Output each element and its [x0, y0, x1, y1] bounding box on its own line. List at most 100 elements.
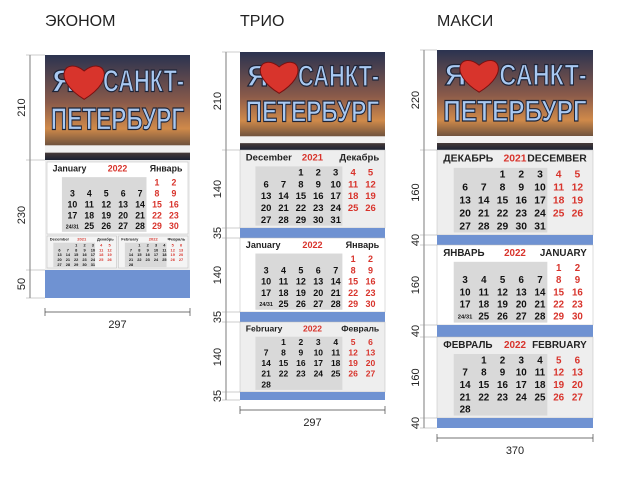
day-number: 29: [152, 221, 162, 231]
day-number: 1: [138, 242, 141, 247]
day-number: 25: [478, 312, 489, 323]
day-number: 19: [171, 252, 176, 257]
month-name-right: Декабрь: [339, 152, 379, 163]
day-number: 16: [572, 287, 583, 298]
day-number: 26: [296, 299, 306, 309]
day-number: 6: [316, 265, 321, 275]
day-number: 19: [572, 196, 584, 207]
banner-strip: [240, 136, 385, 144]
day-number: 30: [313, 215, 324, 226]
day-number: 9: [316, 179, 321, 190]
day-number: 18: [84, 210, 94, 220]
day-number: 10: [516, 368, 527, 379]
day-number: 2: [518, 170, 524, 181]
day-number: 1: [155, 177, 160, 187]
day-number: 9: [500, 368, 506, 379]
day-number: 29: [348, 299, 358, 309]
day-number: 28: [261, 379, 271, 389]
banner-text: ПЕТЕРБУРГ: [246, 96, 380, 129]
day-number: 3: [333, 167, 338, 178]
day-number: 25: [99, 257, 104, 262]
day-number: 16: [313, 191, 324, 202]
month-name-right: Январь: [150, 164, 183, 174]
day-number: 22: [137, 257, 141, 262]
day-number: 13: [118, 199, 128, 209]
month-name-right: Январь: [346, 240, 380, 250]
day-number: 15: [348, 277, 358, 287]
height-label: 35: [212, 390, 224, 402]
day-number: 16: [366, 277, 376, 287]
day-number: 2: [171, 177, 176, 187]
weekday-area: [255, 253, 343, 310]
blue-strip: [45, 270, 190, 298]
day-number: 3: [462, 275, 468, 286]
day-number: 11: [479, 287, 490, 298]
weekday-area: [124, 242, 167, 268]
day-number: 1: [351, 254, 356, 264]
day-number: 17: [534, 196, 546, 207]
day-number: 20: [57, 257, 61, 262]
day-number: 4: [556, 170, 562, 181]
month-name-left: February: [246, 323, 283, 333]
day-number: 3: [316, 337, 321, 347]
day-number: 20: [261, 203, 272, 214]
day-number: 29: [296, 215, 307, 226]
day-number: 17: [154, 252, 158, 257]
blue-strip: [240, 312, 385, 322]
day-number: 14: [278, 191, 289, 202]
weekday-area: [453, 261, 548, 323]
month-name-right: Декабрь: [97, 236, 114, 241]
day-number: 7: [67, 247, 69, 252]
height-label: 40: [410, 417, 422, 429]
day-number: 21: [278, 203, 289, 214]
day-number: 19: [107, 252, 112, 257]
day-number: 2: [299, 337, 304, 347]
height-label: 220: [410, 91, 422, 109]
month-year: 2022: [302, 240, 322, 250]
day-number: 17: [91, 252, 95, 257]
height-label: 50: [16, 278, 28, 290]
month-year: 2021: [302, 152, 324, 163]
day-number: 5: [556, 355, 562, 366]
day-number: 21: [129, 257, 134, 262]
day-number: 10: [314, 347, 324, 357]
month-name-left: February: [121, 236, 139, 241]
day-number: 8: [155, 188, 160, 198]
day-number: 13: [459, 196, 471, 207]
day-number: 26: [101, 221, 111, 231]
day-number: 14: [535, 287, 546, 298]
height-label: 230: [16, 206, 28, 224]
day-number: 22: [497, 208, 509, 219]
day-number: 10: [534, 183, 546, 194]
height-label: 160: [410, 276, 422, 294]
day-number: 11: [162, 247, 167, 252]
day-number: 6: [519, 275, 525, 286]
day-number: 3: [155, 242, 158, 247]
day-number: 20: [366, 358, 376, 368]
day-number: 6: [462, 183, 468, 194]
day-number: 17: [261, 288, 271, 298]
height-label: 210: [16, 98, 28, 116]
day-number: 14: [460, 380, 471, 391]
day-number: 28: [129, 262, 134, 267]
day-number: 19: [101, 210, 111, 220]
month-name-left: January: [53, 164, 87, 174]
day-number: 28: [478, 221, 490, 232]
day-number: 19: [497, 300, 508, 311]
day-number: 8: [556, 275, 562, 286]
day-number: 28: [278, 215, 289, 226]
day-number: 9: [171, 188, 176, 198]
day-number: 11: [85, 199, 94, 209]
day-number: 17: [516, 380, 527, 391]
day-number: 11: [99, 247, 104, 252]
day-number: 2: [500, 355, 506, 366]
day-number: 11: [348, 179, 358, 190]
day-number: 16: [515, 196, 527, 207]
day-number: 5: [298, 265, 303, 275]
day-number: 5: [575, 170, 581, 181]
heart-icon: [63, 65, 105, 100]
day-number: 22: [478, 392, 489, 403]
day-number: 4: [537, 355, 543, 366]
day-number: 8: [500, 183, 506, 194]
